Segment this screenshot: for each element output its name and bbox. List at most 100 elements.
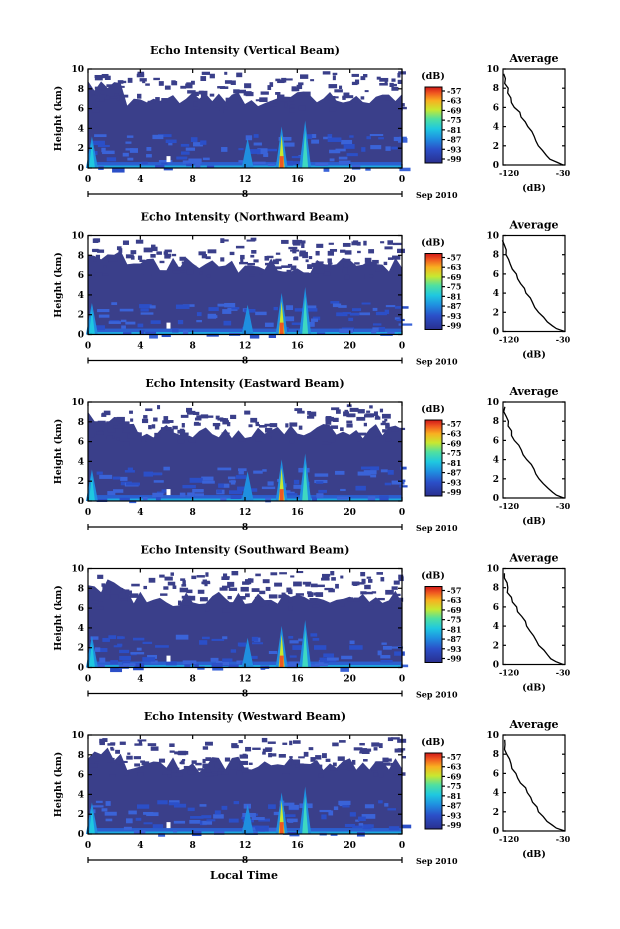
- echo-cell: [98, 598, 103, 602]
- echo-cell: [110, 746, 114, 750]
- data-gap: [166, 322, 171, 329]
- echo-cell: [383, 261, 388, 266]
- echo-cell: [126, 755, 133, 760]
- echo-cell: [191, 91, 199, 97]
- echo-cell: [175, 104, 184, 107]
- echo-cell: [346, 153, 358, 157]
- colorbar-tick-label: -69: [447, 272, 462, 282]
- echo-cell: [93, 259, 97, 262]
- echo-cell: [237, 468, 247, 472]
- echo-cell: [364, 804, 375, 809]
- echo-cell: [308, 747, 314, 751]
- echo-cell: [222, 309, 232, 314]
- y-tick-label: 8: [78, 584, 84, 594]
- echo-cell: [292, 645, 303, 650]
- echo-cell: [151, 424, 156, 429]
- colorbar-tick-label: -87: [447, 634, 461, 644]
- echo-cell: [186, 407, 193, 413]
- echo-cell: [183, 765, 193, 769]
- echo-cell: [363, 422, 367, 427]
- echo-cell: [315, 250, 320, 256]
- echo-cell: [266, 255, 274, 259]
- echo-cell: [356, 241, 361, 246]
- echo-cell: [378, 327, 385, 332]
- echo-cell: [199, 804, 207, 807]
- echo-cell: [173, 820, 186, 824]
- colorbar-tick-label: -81: [447, 458, 461, 468]
- echo-cell: [228, 664, 239, 668]
- echo-cell: [385, 438, 392, 442]
- echo-cell: [270, 753, 277, 757]
- echo-cell: [162, 771, 171, 775]
- echo-cell: [328, 262, 333, 265]
- echo-cell: [315, 592, 324, 597]
- echo-cell: [221, 147, 228, 152]
- y-tick-label: 6: [78, 438, 84, 448]
- date-label: Sep 2010: [416, 690, 458, 700]
- echo-cell: [95, 98, 100, 102]
- echo-cell: [106, 421, 111, 424]
- echo-cell: [123, 441, 130, 446]
- echo-cell: [122, 80, 127, 84]
- echo-cell: [143, 471, 154, 477]
- echo-cell: [369, 134, 384, 137]
- echo-layer: [88, 81, 402, 168]
- echo-cell: [309, 598, 317, 603]
- echo-cell: [143, 585, 148, 590]
- echo-cell: [387, 469, 394, 475]
- echo-cell: [99, 474, 113, 479]
- echo-cell: [139, 78, 147, 82]
- y-tick-label: 6: [78, 271, 84, 281]
- echo-cell: [127, 467, 133, 472]
- echo-cell: [252, 747, 261, 750]
- echo-cell: [132, 637, 145, 641]
- echo-cell: [133, 756, 142, 760]
- echo-cell: [186, 163, 194, 167]
- echo-cell: [101, 808, 108, 812]
- echo-cell: [339, 764, 348, 770]
- echo-cell: [344, 823, 356, 828]
- echo-cell: [171, 80, 176, 85]
- colorbar-tick-label: -75: [447, 781, 461, 791]
- echo-cell: [332, 742, 339, 747]
- echo-cell: [172, 425, 178, 430]
- echo-cell: [230, 80, 236, 85]
- echo-cell: [349, 312, 360, 316]
- echo-cell: [286, 663, 298, 669]
- echo-cell: [238, 148, 244, 151]
- profile-y-tick-label: 6: [493, 436, 499, 446]
- y-tick-label: 4: [78, 624, 84, 634]
- echo-cell: [181, 595, 191, 599]
- echo-cell: [181, 584, 187, 587]
- panel-4: Echo Intensity (Westward Beam) Height (km…: [53, 710, 571, 866]
- echo-cell: [106, 157, 117, 162]
- echo-cell: [395, 771, 400, 776]
- colorbar-tick-label: -57: [447, 752, 461, 762]
- y-tick-label: 10: [71, 232, 84, 242]
- plume-hot: [279, 655, 284, 668]
- echo-cell: [134, 743, 143, 746]
- echo-cell: [123, 663, 136, 667]
- echo-cell: [152, 472, 162, 476]
- echo-cell: [237, 486, 246, 492]
- echo-cell: [278, 136, 292, 141]
- echo-cell: [152, 603, 157, 607]
- echo-cell: [236, 770, 243, 775]
- plume-core: [302, 629, 309, 668]
- echo-cell: [394, 651, 405, 656]
- echo-cell: [363, 470, 377, 475]
- echo-cell: [202, 821, 213, 825]
- x-tick-label: 4: [137, 675, 143, 685]
- profile-y-tick-label: 10: [486, 65, 499, 75]
- echo-cell: [178, 270, 186, 273]
- echo-cell: [137, 255, 143, 260]
- echo-cell: [229, 480, 236, 483]
- echo-cell: [182, 330, 189, 335]
- echo-cell: [206, 819, 216, 822]
- colorbar-tick-label: -81: [447, 291, 461, 301]
- echo-cell: [316, 493, 324, 498]
- echo-cell: [152, 492, 164, 498]
- echo-cell: [390, 737, 400, 740]
- echo-cell: [242, 581, 250, 585]
